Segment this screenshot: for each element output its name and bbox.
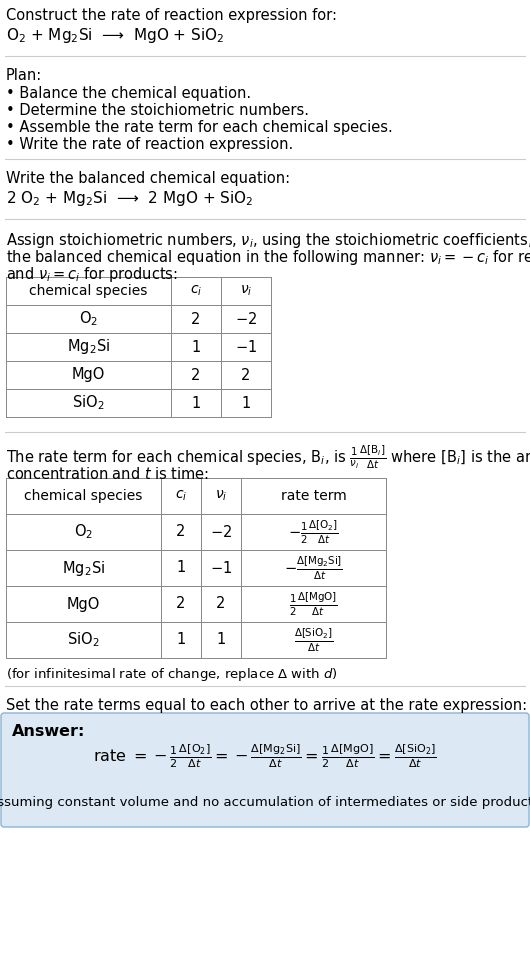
Text: Construct the rate of reaction expression for:: Construct the rate of reaction expressio… [6, 8, 337, 23]
Text: $\frac{1}{2}\frac{\Delta[\mathrm{MgO}]}{\Delta t}$: $\frac{1}{2}\frac{\Delta[\mathrm{MgO}]}{… [289, 590, 338, 618]
Text: MgO: MgO [67, 596, 100, 612]
Text: SiO$_2$: SiO$_2$ [72, 393, 105, 412]
Text: Mg$_2$Si: Mg$_2$Si [62, 558, 105, 578]
Text: chemical species: chemical species [24, 489, 143, 503]
Text: and $\nu_i = c_i$ for products:: and $\nu_i = c_i$ for products: [6, 265, 178, 284]
Text: 2: 2 [191, 368, 201, 383]
Text: $c_i$: $c_i$ [190, 284, 202, 299]
Text: rate term: rate term [280, 489, 347, 503]
Text: 1: 1 [241, 395, 251, 411]
Text: O$_2$: O$_2$ [79, 309, 98, 328]
Text: $c_i$: $c_i$ [175, 489, 187, 504]
Text: Assign stoichiometric numbers, $\nu_i$, using the stoichiometric coefficients, $: Assign stoichiometric numbers, $\nu_i$, … [6, 231, 530, 250]
Text: Set the rate terms equal to each other to arrive at the rate expression:: Set the rate terms equal to each other t… [6, 698, 527, 713]
Text: 1: 1 [191, 395, 201, 411]
Text: 1: 1 [176, 632, 186, 647]
Text: rate $= -\frac{1}{2}\frac{\Delta[\mathrm{O_2}]}{\Delta t} = -\frac{\Delta[\mathr: rate $= -\frac{1}{2}\frac{\Delta[\mathrm… [93, 742, 437, 770]
Text: $-1$: $-1$ [210, 560, 232, 576]
Text: $-\frac{\Delta[\mathrm{Mg_2Si}]}{\Delta t}$: $-\frac{\Delta[\mathrm{Mg_2Si}]}{\Delta … [284, 554, 343, 582]
Text: 2: 2 [176, 524, 186, 540]
Text: MgO: MgO [72, 368, 105, 383]
Text: 2: 2 [191, 311, 201, 327]
Text: concentration and $t$ is time:: concentration and $t$ is time: [6, 466, 209, 482]
Text: O$_2$ + Mg$_2$Si  ⟶  MgO + SiO$_2$: O$_2$ + Mg$_2$Si ⟶ MgO + SiO$_2$ [6, 26, 224, 45]
Text: the balanced chemical equation in the following manner: $\nu_i = -c_i$ for react: the balanced chemical equation in the fo… [6, 248, 530, 267]
Text: Answer:: Answer: [12, 724, 85, 739]
Text: • Write the rate of reaction expression.: • Write the rate of reaction expression. [6, 137, 293, 152]
Text: (for infinitesimal rate of change, replace Δ with $d$): (for infinitesimal rate of change, repla… [6, 666, 338, 683]
Text: $-1$: $-1$ [235, 339, 257, 355]
Text: $\nu_i$: $\nu_i$ [215, 489, 227, 504]
Text: O$_2$: O$_2$ [74, 523, 93, 542]
Text: • Balance the chemical equation.: • Balance the chemical equation. [6, 86, 251, 101]
Text: 1: 1 [216, 632, 226, 647]
Text: • Determine the stoichiometric numbers.: • Determine the stoichiometric numbers. [6, 103, 309, 118]
Text: $-\frac{1}{2}\frac{\Delta[\mathrm{O_2}]}{\Delta t}$: $-\frac{1}{2}\frac{\Delta[\mathrm{O_2}]}… [288, 518, 339, 546]
Text: The rate term for each chemical species, B$_i$, is $\frac{1}{\nu_i}\frac{\Delta[: The rate term for each chemical species,… [6, 444, 530, 471]
Text: 2 O$_2$ + Mg$_2$Si  ⟶  2 MgO + SiO$_2$: 2 O$_2$ + Mg$_2$Si ⟶ 2 MgO + SiO$_2$ [6, 189, 253, 208]
Text: Write the balanced chemical equation:: Write the balanced chemical equation: [6, 171, 290, 186]
FancyBboxPatch shape [1, 713, 529, 827]
Text: 1: 1 [191, 340, 201, 354]
Text: 1: 1 [176, 560, 186, 576]
Text: Mg$_2$Si: Mg$_2$Si [67, 338, 110, 356]
Bar [6, 277, 271, 417]
Text: Plan:: Plan: [6, 68, 42, 83]
Text: • Assemble the rate term for each chemical species.: • Assemble the rate term for each chemic… [6, 120, 393, 135]
Text: $-2$: $-2$ [210, 524, 232, 540]
Text: $\nu_i$: $\nu_i$ [240, 284, 252, 299]
Text: 2: 2 [216, 596, 226, 612]
Text: $\frac{\Delta[\mathrm{SiO_2}]}{\Delta t}$: $\frac{\Delta[\mathrm{SiO_2}]}{\Delta t}… [294, 627, 333, 654]
Text: $-2$: $-2$ [235, 311, 257, 327]
Text: (assuming constant volume and no accumulation of intermediates or side products): (assuming constant volume and no accumul… [0, 796, 530, 809]
Bar [6, 478, 386, 658]
Text: 2: 2 [176, 596, 186, 612]
Text: 2: 2 [241, 368, 251, 383]
Text: chemical species: chemical species [29, 284, 148, 298]
Text: SiO$_2$: SiO$_2$ [67, 630, 100, 649]
